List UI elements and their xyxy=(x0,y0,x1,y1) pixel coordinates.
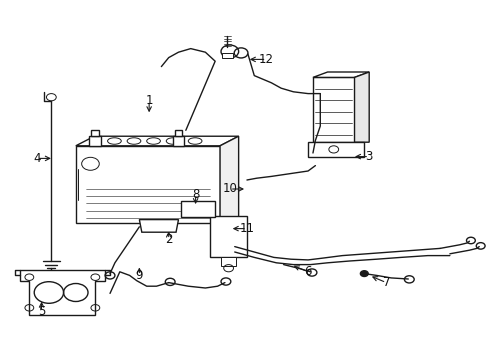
Bar xyxy=(174,130,182,136)
Ellipse shape xyxy=(146,138,160,144)
Polygon shape xyxy=(312,72,368,77)
Polygon shape xyxy=(220,136,238,223)
Polygon shape xyxy=(139,220,178,232)
Text: 6: 6 xyxy=(304,265,311,278)
Bar xyxy=(91,130,99,136)
Bar xyxy=(221,257,236,266)
Polygon shape xyxy=(76,136,238,146)
Polygon shape xyxy=(354,72,368,142)
Text: 10: 10 xyxy=(222,183,237,195)
Polygon shape xyxy=(20,270,105,315)
Text: 9: 9 xyxy=(135,269,143,282)
Polygon shape xyxy=(307,142,364,157)
Text: 7: 7 xyxy=(382,276,389,289)
Ellipse shape xyxy=(166,138,180,144)
Text: 1: 1 xyxy=(145,94,153,107)
Bar xyxy=(76,146,220,223)
Text: 8: 8 xyxy=(191,188,199,201)
Ellipse shape xyxy=(127,138,141,144)
Circle shape xyxy=(360,271,367,276)
Text: 12: 12 xyxy=(259,53,273,66)
Ellipse shape xyxy=(188,138,202,144)
Text: 4: 4 xyxy=(33,152,41,165)
Text: 5: 5 xyxy=(38,305,45,318)
Text: 2: 2 xyxy=(164,233,172,246)
Bar xyxy=(89,136,101,146)
Bar xyxy=(210,216,246,257)
Text: 11: 11 xyxy=(239,222,254,235)
Bar xyxy=(312,77,354,142)
Bar xyxy=(172,136,184,146)
Bar xyxy=(181,201,215,217)
Bar xyxy=(222,53,233,58)
Text: 3: 3 xyxy=(365,150,372,163)
Ellipse shape xyxy=(107,138,121,144)
